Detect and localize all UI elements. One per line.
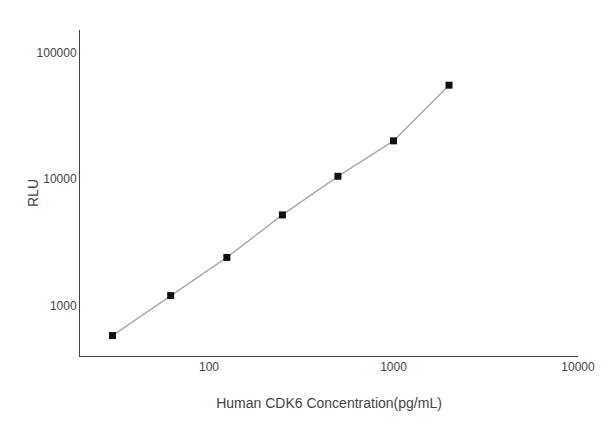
svg-text:RLU: RLU	[25, 179, 41, 207]
svg-text:10000: 10000	[43, 172, 77, 186]
svg-text:100: 100	[199, 360, 219, 374]
svg-text:Human CDK6 Concentration(pg/mL: Human CDK6 Concentration(pg/mL)	[216, 395, 442, 411]
svg-text:1000: 1000	[380, 360, 407, 374]
svg-text:1000: 1000	[50, 299, 77, 313]
svg-text:10000: 10000	[561, 360, 595, 374]
svg-text:100000: 100000	[37, 46, 77, 60]
